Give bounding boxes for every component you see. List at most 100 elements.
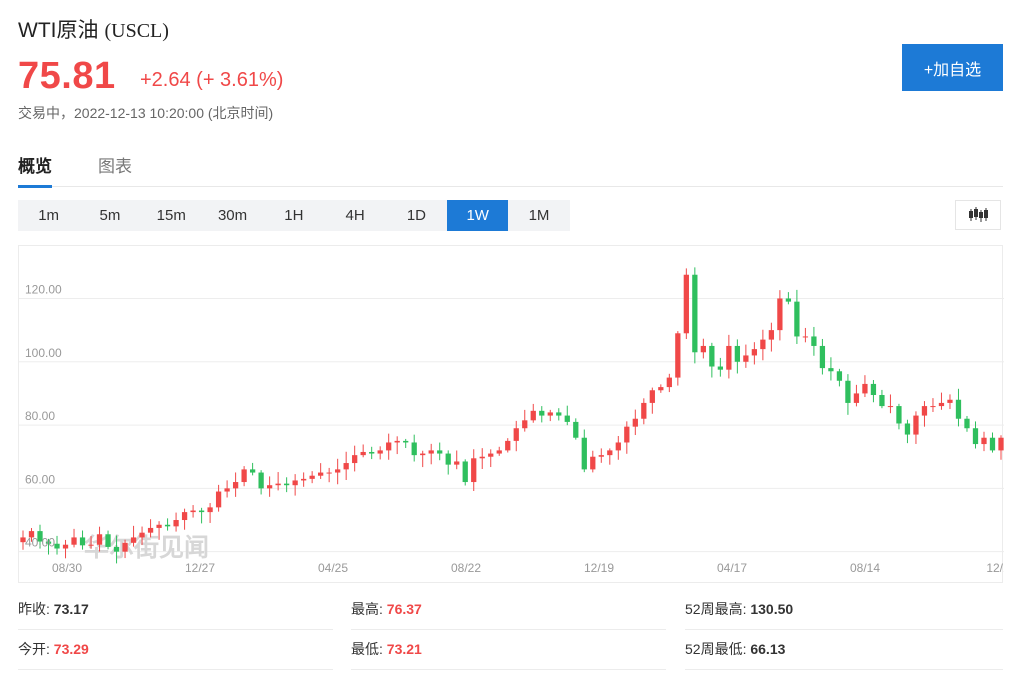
candle xyxy=(853,384,860,407)
candle xyxy=(513,420,519,452)
candle xyxy=(394,436,400,455)
y-tick-label: 60.00 xyxy=(25,472,55,486)
candle xyxy=(598,448,604,463)
candle xyxy=(539,406,545,423)
candle xyxy=(326,467,332,483)
candle xyxy=(709,342,715,378)
candle xyxy=(505,438,511,453)
candle xyxy=(573,418,579,440)
candle xyxy=(207,503,213,523)
candle xyxy=(301,472,307,487)
period-15m[interactable]: 15m xyxy=(140,200,202,231)
candle xyxy=(113,535,120,564)
watermark-text: 华尔街见闻 xyxy=(84,533,209,562)
stat-low: 最低: 73.21 xyxy=(351,630,666,670)
candle xyxy=(981,431,987,452)
candle xyxy=(139,526,145,545)
candle xyxy=(309,471,315,484)
candle xyxy=(403,438,409,449)
candle xyxy=(692,267,698,364)
candle xyxy=(615,436,621,460)
candle xyxy=(122,539,128,559)
candle xyxy=(768,322,775,352)
candle xyxy=(266,476,273,497)
candle xyxy=(420,450,426,468)
x-tick-label: 08/14 xyxy=(850,561,880,575)
candle xyxy=(632,409,638,436)
candlestick-chart: 华尔街见闻 40.00 60.00 80.00 100.00 120.00 08/30 12… xyxy=(19,267,1004,575)
period-1h[interactable]: 1H xyxy=(263,200,325,231)
stat-52w-high: 52周最高: 130.50 xyxy=(685,590,1003,630)
tab-chart[interactable]: 图表 xyxy=(98,157,132,176)
stat-prev-close: 昨收: 73.17 xyxy=(18,590,333,630)
candle xyxy=(972,421,979,449)
candle xyxy=(224,480,230,498)
candle xyxy=(488,449,494,468)
candle xyxy=(343,451,349,480)
candle xyxy=(37,524,43,549)
add-watchlist-button[interactable]: +加自选 xyxy=(902,44,1003,91)
candle xyxy=(318,463,324,479)
candle xyxy=(258,470,264,495)
candle xyxy=(726,334,732,379)
period-5m[interactable]: 5m xyxy=(79,200,141,231)
candle xyxy=(760,329,766,361)
candle xyxy=(479,448,485,470)
candle xyxy=(641,398,647,425)
period-4h[interactable]: 4H xyxy=(324,200,386,231)
candle xyxy=(564,405,570,426)
stat-open: 今开: 73.29 xyxy=(18,630,333,670)
candle xyxy=(624,421,630,454)
period-selector: 1m 5m 15m 30m 1H 4H 1D 1W 1M xyxy=(18,200,570,231)
candle xyxy=(734,339,741,374)
x-tick-label: 12/19 xyxy=(584,561,614,575)
candle xyxy=(947,394,953,410)
period-1w[interactable]: 1W xyxy=(447,200,509,231)
candle xyxy=(887,394,894,414)
stat-52w-low: 52周最低: 66.13 xyxy=(685,630,1003,670)
candle xyxy=(913,411,919,444)
instrument-title: WTI原油 (USCL) xyxy=(18,14,169,44)
candle xyxy=(751,342,758,365)
x-tick-label: 08/30 xyxy=(52,561,82,575)
candle xyxy=(411,434,417,462)
candle xyxy=(164,518,171,531)
y-tick-label: 40.00 xyxy=(25,536,55,550)
candle xyxy=(173,512,179,532)
tab-overview[interactable]: 概览 xyxy=(18,152,52,188)
candle xyxy=(147,519,154,538)
candle xyxy=(989,432,996,453)
candle xyxy=(879,389,885,409)
candle xyxy=(190,505,196,518)
chart-type-button[interactable] xyxy=(955,200,1001,230)
candle xyxy=(88,536,94,549)
candle xyxy=(292,474,298,496)
price-chart[interactable]: 华尔街见闻 40.00 60.00 80.00 100.00 120.00 08/30 12… xyxy=(18,245,1004,583)
candle xyxy=(130,525,137,547)
y-tick-label: 120.00 xyxy=(25,282,62,296)
candle xyxy=(445,450,451,475)
candle xyxy=(232,472,239,497)
candle xyxy=(777,290,783,341)
candle xyxy=(675,331,681,386)
candle xyxy=(921,401,928,427)
period-1m[interactable]: 1m xyxy=(18,200,80,231)
instrument-code: (USCL) xyxy=(104,20,169,42)
instrument-name: WTI原油 xyxy=(18,19,99,42)
candle xyxy=(930,398,936,412)
candle xyxy=(79,530,86,550)
period-1mo[interactable]: 1M xyxy=(508,200,570,231)
candle xyxy=(530,403,536,423)
candle xyxy=(547,409,553,422)
candle xyxy=(198,507,205,524)
candle xyxy=(386,433,392,460)
candle xyxy=(794,289,800,344)
period-30m[interactable]: 30m xyxy=(201,200,264,231)
tab-bar: 概览 图表 xyxy=(18,150,1003,188)
candle xyxy=(496,446,502,456)
y-tick-label: 80.00 xyxy=(25,409,55,423)
period-1d[interactable]: 1D xyxy=(385,200,448,231)
candle xyxy=(522,409,528,432)
stat-high: 最高: 76.37 xyxy=(351,590,666,630)
candle xyxy=(283,477,290,493)
